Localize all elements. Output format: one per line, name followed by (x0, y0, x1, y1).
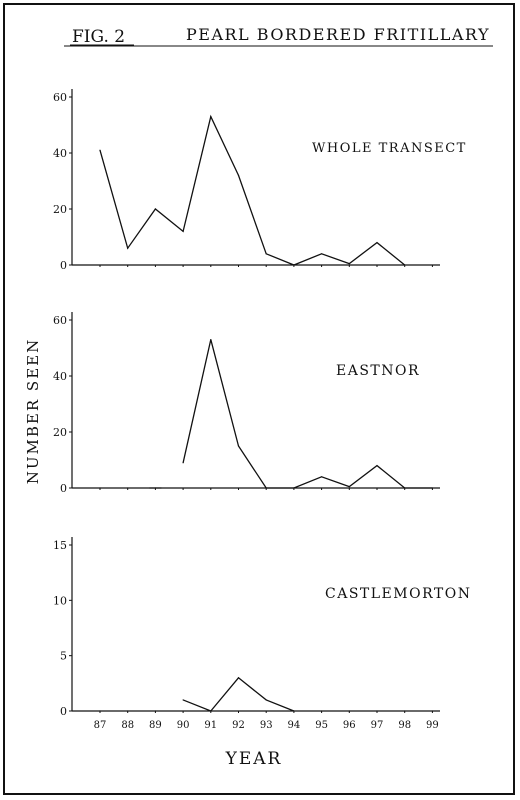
chart-panel-3: 0 5 10 15 CASTLEMORTON (53, 537, 471, 718)
y-tick-label: 0 (60, 705, 67, 718)
series-label: WHOLE TRANSECT (312, 141, 467, 156)
data-point (127, 710, 129, 712)
data-point (265, 253, 267, 255)
x-tick-label: 97 (371, 720, 384, 731)
figure-label: FIG. 2 (72, 27, 125, 47)
data-point (182, 462, 184, 464)
chart-panel-1: 0 20 40 60 WHOLE TRANSECT (53, 89, 467, 272)
data-point (210, 710, 212, 712)
data-point (265, 487, 267, 489)
x-tick-label: 98 (398, 720, 411, 731)
figure-title: PEARL BORDERED FRITILLARY (186, 25, 490, 44)
data-point (431, 710, 433, 712)
series-label: EASTNOR (336, 363, 420, 379)
x-tick-label: 91 (204, 720, 217, 731)
chart-panel-2: 0 20 40 60 EASTNOR (53, 312, 440, 495)
series-label: CASTLEMORTON (325, 586, 471, 602)
x-tick-label: 89 (149, 720, 162, 731)
y-tick-label: 10 (53, 594, 67, 607)
data-point (348, 263, 350, 265)
y-tick-label: 60 (53, 91, 67, 104)
y-axis-title: NUMBER SEEN (24, 338, 42, 484)
series-line-segment (182, 339, 433, 489)
x-tick-label: 88 (121, 720, 134, 731)
data-point (404, 264, 406, 266)
data-point (127, 487, 129, 489)
y-tick-label: 40 (53, 147, 67, 160)
data-point (127, 247, 129, 249)
x-tick-label: 96 (343, 720, 356, 731)
data-point (237, 677, 240, 679)
x-axis-title: YEAR (225, 749, 283, 769)
y-tick-label: 0 (60, 259, 67, 272)
data-point (321, 710, 323, 712)
y-tick-label: 60 (53, 314, 67, 327)
series-line-segment (99, 114, 406, 266)
data-point (182, 230, 184, 232)
data-point (265, 699, 267, 701)
x-tick-label: 93 (260, 720, 273, 731)
y-tick-label: 0 (60, 482, 67, 495)
data-point (237, 174, 240, 176)
y-tick-label: 15 (53, 539, 67, 552)
y-tick-label: 5 (60, 650, 67, 663)
data-point (99, 487, 101, 489)
data-point (210, 116, 212, 118)
y-tick-label: 40 (53, 370, 67, 383)
data-point (293, 264, 295, 266)
data-point (154, 710, 156, 712)
data-point (237, 445, 240, 447)
data-point (404, 487, 406, 489)
data-point (321, 253, 323, 255)
data-point (99, 149, 101, 151)
data-point (210, 339, 212, 341)
x-tick-label: 92 (232, 720, 245, 731)
data-point (154, 487, 156, 489)
data-point (348, 710, 350, 712)
x-tick-label: 95 (315, 720, 328, 731)
y-tick-label: 20 (53, 426, 67, 439)
data-point (321, 476, 323, 478)
data-point (376, 465, 378, 467)
data-point (376, 242, 378, 244)
data-point (348, 486, 350, 488)
x-tick-label: 90 (177, 720, 190, 731)
x-tick-label: 87 (94, 720, 107, 731)
x-tick-label: 94 (288, 720, 301, 731)
data-point (293, 487, 295, 489)
data-point (293, 710, 295, 712)
figure-border (3, 3, 515, 795)
y-tick-label: 20 (53, 203, 67, 216)
data-point (431, 487, 433, 489)
data-point (376, 710, 378, 712)
data-point (154, 208, 156, 210)
data-point (99, 710, 101, 712)
x-tick-label: 99 (426, 720, 439, 731)
data-point (182, 699, 184, 701)
series-line-segment (182, 676, 295, 712)
data-point (404, 710, 406, 712)
